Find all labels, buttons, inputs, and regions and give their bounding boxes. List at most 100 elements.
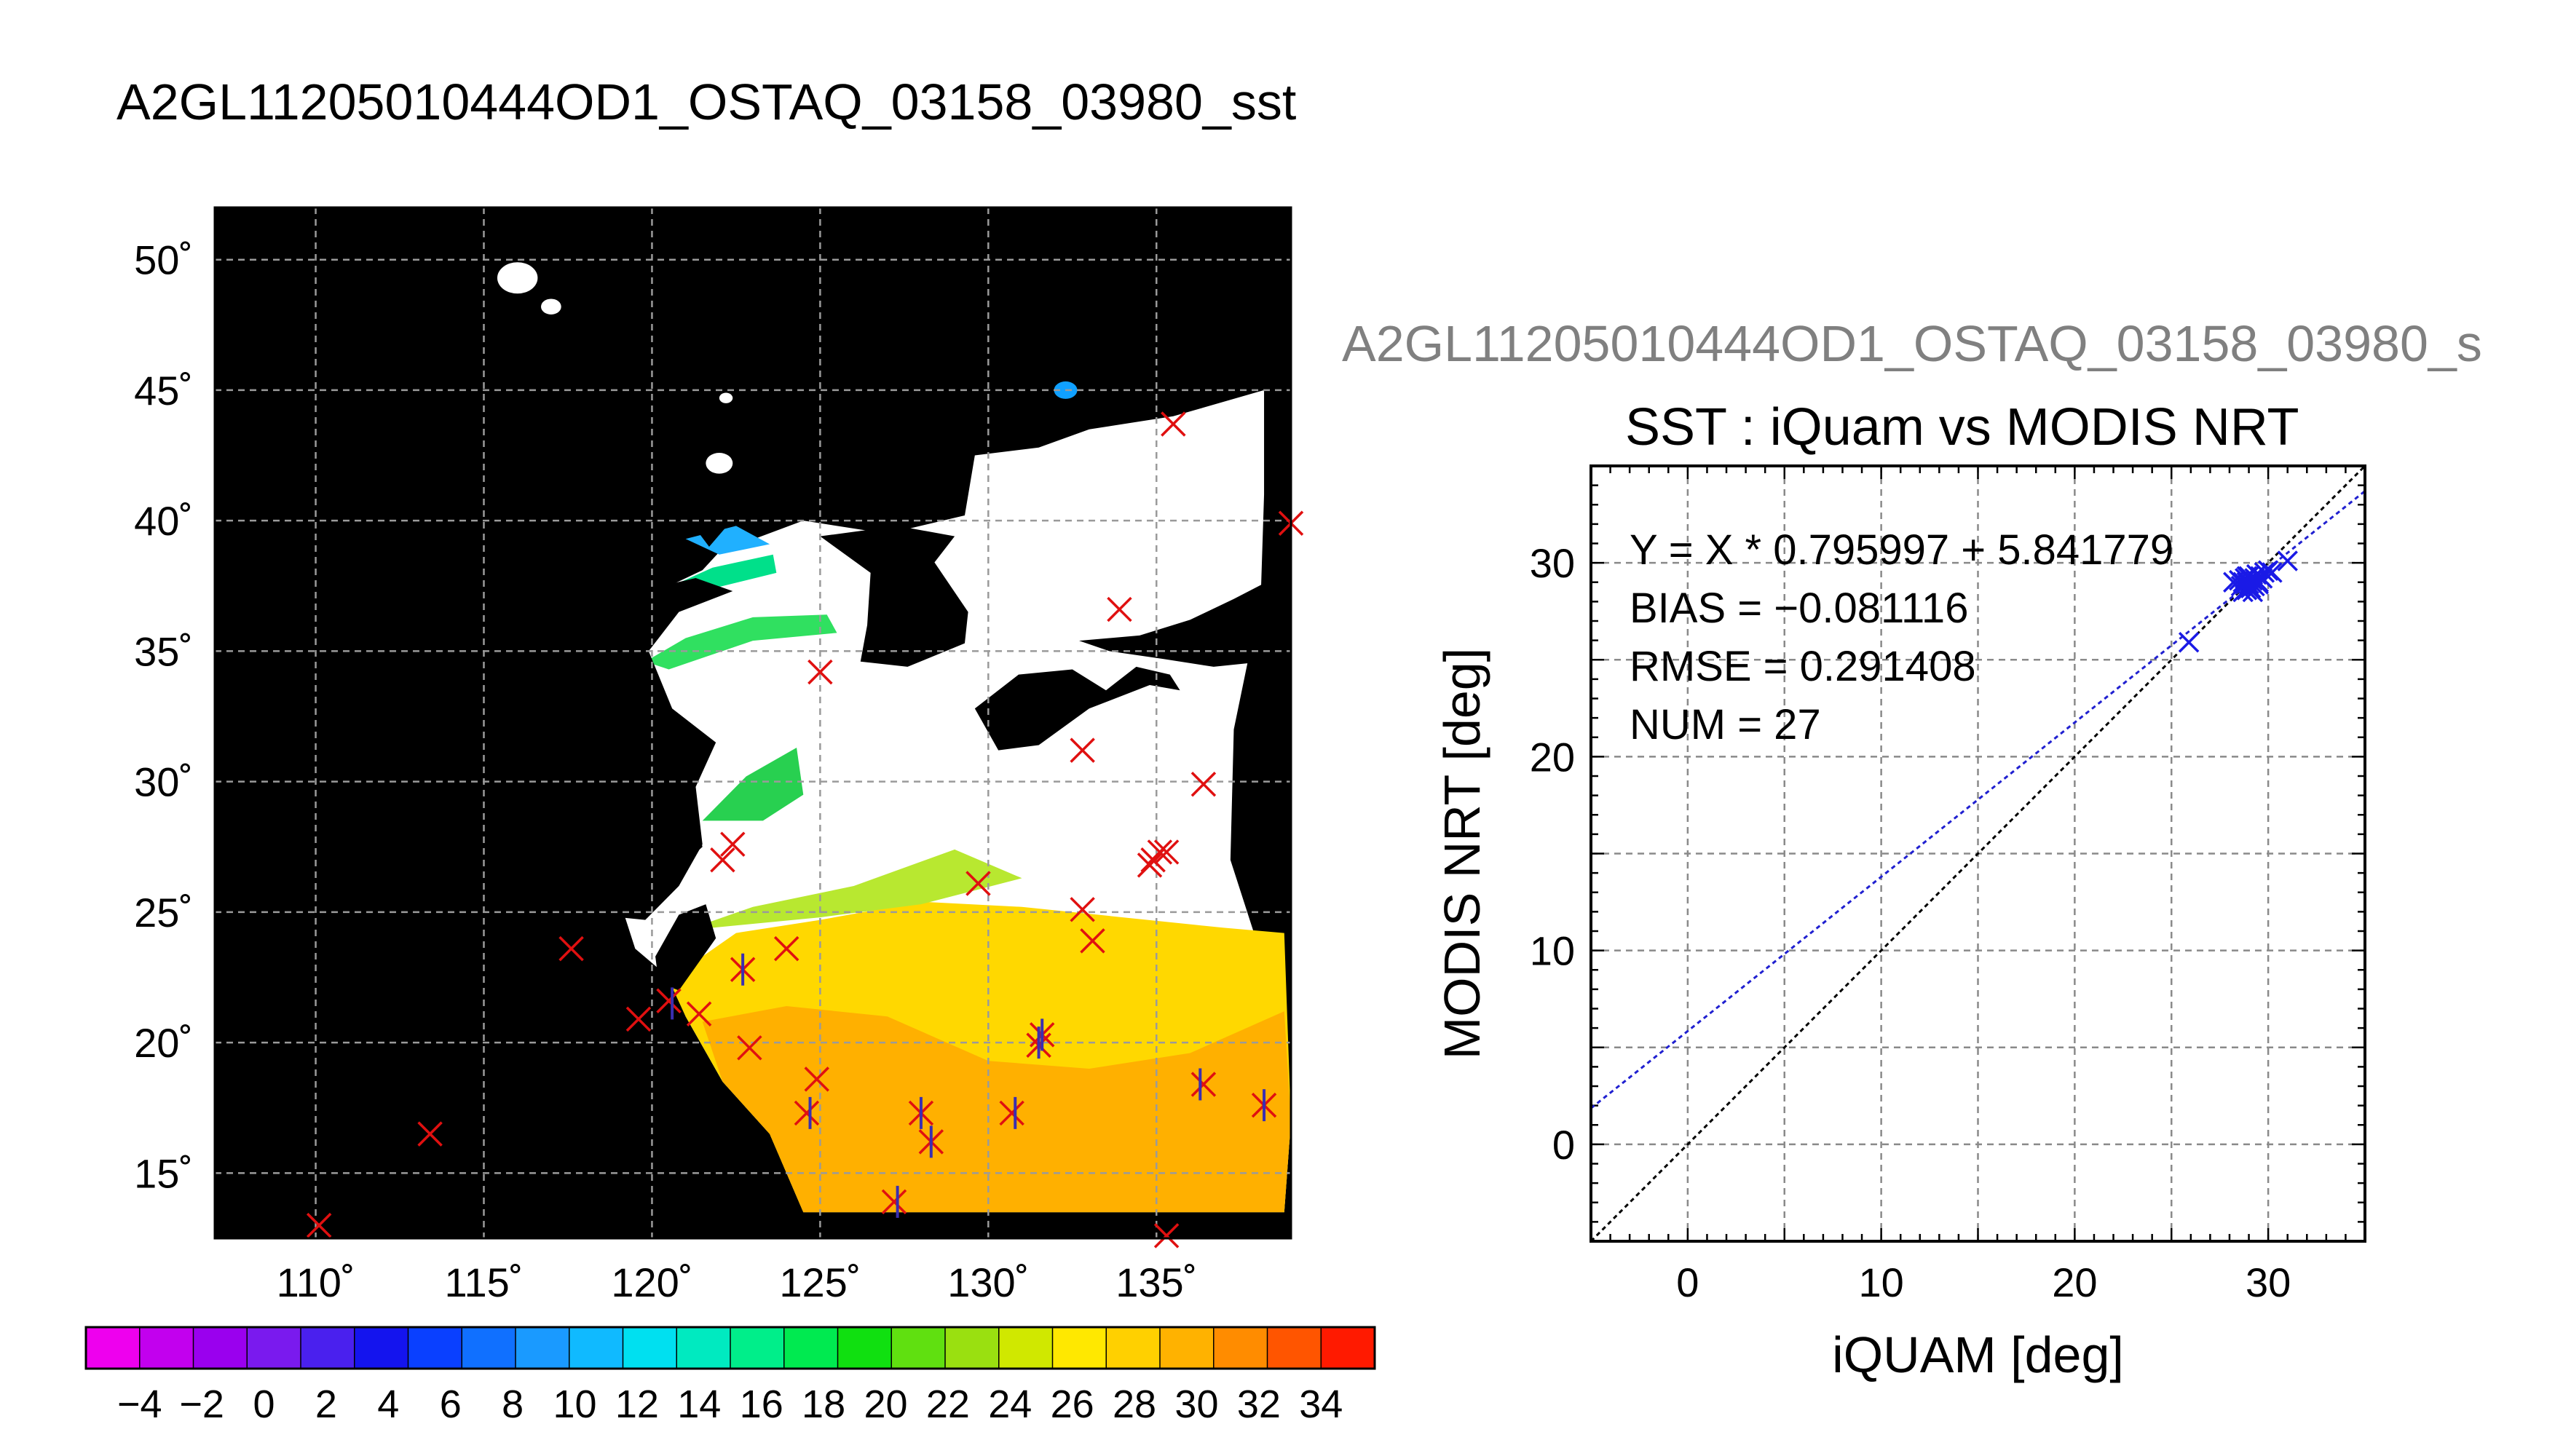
map-lat-label: 35˚: [134, 628, 193, 674]
map-swath: [497, 262, 1291, 1213]
map-lat-label: 45˚: [134, 368, 193, 414]
fit-equation-text: Y = X * 0.795997 + 5.841779: [1630, 526, 2173, 574]
scatter-y-tick-label: 10: [1530, 928, 1575, 974]
map-x-marker: [773, 935, 799, 962]
colorbar-segment: [301, 1327, 355, 1369]
map-x-marker: [1190, 772, 1217, 797]
colorbar-label: 34: [1299, 1382, 1343, 1426]
cloud-fragment: [719, 392, 733, 403]
colorbar-label: 14: [677, 1382, 721, 1426]
colorbar-segment: [1213, 1327, 1268, 1369]
map-lat-label: 50˚: [134, 237, 193, 283]
colorbar-segment: [408, 1327, 462, 1369]
colorbar-segment: [676, 1327, 731, 1369]
colorbar-segment: [837, 1327, 892, 1369]
map-x-marker: [999, 1100, 1024, 1126]
scatter-point: [2257, 560, 2279, 582]
colorbar-segment: [354, 1327, 409, 1369]
colorbar-label: 8: [502, 1382, 524, 1426]
map-lon-label: 110˚: [277, 1259, 355, 1305]
map-x-marker: [710, 847, 735, 873]
map-x-marker: [1161, 411, 1186, 437]
map-x-marker: [965, 871, 991, 896]
scatter-y-tick-label: 20: [1530, 734, 1575, 780]
map-x-marker: [1070, 737, 1095, 763]
map-x-marker: [306, 1212, 332, 1238]
map-x-marker: [1137, 852, 1163, 878]
map-lat-label: 30˚: [134, 759, 193, 805]
colorbar-segment: [247, 1327, 301, 1369]
bias-text: BIAS = −0.081116: [1630, 585, 1968, 632]
colorbar-label: 26: [1051, 1382, 1094, 1426]
map-lon-label: 120˚: [611, 1259, 692, 1305]
colorbar-label: 4: [377, 1382, 399, 1426]
scatter-chart-title: SST : iQuam vs MODIS NRT: [1625, 398, 2299, 456]
colorbar-segment: [783, 1327, 839, 1369]
colorbar-segment: [998, 1327, 1054, 1369]
colorbar-segment: [730, 1327, 785, 1369]
map-x-marker: [1190, 1072, 1217, 1097]
main-title: A2GL11205010444OD1_OSTAQ_03158_03980_sst: [117, 74, 1297, 130]
liaodong-landmass: [685, 481, 821, 547]
colorbar-segment: [1106, 1327, 1161, 1369]
scatter-x-tick-label: 20: [2052, 1259, 2097, 1305]
map-lat-label: 20˚: [134, 1020, 193, 1066]
scatter-lines: [1591, 466, 2365, 1241]
colorbar-label: 20: [864, 1382, 907, 1426]
map-x-marker: [794, 1100, 820, 1126]
map-frame: [213, 206, 1292, 1240]
identity-line: [1591, 466, 2365, 1241]
colorbar-segment: [569, 1327, 624, 1369]
colorbar-frame: [84, 1326, 1376, 1370]
cloud-fragment: [541, 298, 561, 314]
map-x-marker: [720, 831, 746, 857]
colorbar-segment: [1321, 1327, 1375, 1369]
colorbar-segment: [945, 1327, 1000, 1369]
colorbar-segment: [516, 1327, 570, 1369]
scatter-point: [2277, 550, 2298, 571]
scatter-x-axis-title: iQUAM [deg]: [1832, 1326, 2124, 1383]
scatter-point: [2246, 569, 2267, 591]
map-axis-labels: 110˚ 115˚ 120˚ 125˚ 130˚ 135˚ 15˚ 20˚ 25˚ 30˚ 35˚ 4…: [134, 206, 1292, 1305]
map-x-marker: [417, 1121, 443, 1147]
colorbar-segment: [1052, 1327, 1107, 1369]
colorbar-label: −2: [179, 1382, 224, 1426]
colorbar-segment: [139, 1327, 194, 1369]
colorbar-label: 16: [740, 1382, 783, 1426]
colorbar-segment: [623, 1327, 677, 1369]
korea-landmass: [820, 526, 968, 667]
sst-patch-yellow-sea: [645, 614, 837, 670]
sst-hot-zone: [702, 1005, 1291, 1213]
scatter-chart: 0 10 20 30 0 10 20 30 iQUAM [deg] MODIS NRT [deg]…: [1434, 464, 2366, 1383]
map-x-marker: [807, 659, 833, 685]
sst-mid-zone: [685, 849, 1022, 930]
scatter-point: [2178, 632, 2200, 653]
map-x-marker: [1107, 596, 1132, 622]
map-x-marker: [881, 1189, 907, 1215]
map-x-marker: [1070, 897, 1095, 922]
china-coast-landmass: [550, 552, 733, 920]
map-x-marker: [686, 1001, 712, 1026]
colorbar-label: 0: [253, 1382, 275, 1426]
map-lon-label: 115˚: [445, 1259, 524, 1305]
secondary-title: A2GL11205010444OD1_OSTAQ_03158_03980_s: [1342, 315, 2482, 372]
scatter-y-tick-label: 0: [1552, 1122, 1575, 1168]
map-x-marker: [1147, 839, 1173, 865]
scatter-x-tick-label: 0: [1676, 1259, 1699, 1305]
taiwan-landmass: [655, 904, 716, 991]
scatter-x-tick-label: 30: [2246, 1259, 2291, 1305]
map-x-marker: [1153, 1223, 1180, 1249]
map-lon-label: 130˚: [947, 1259, 1029, 1305]
map-grid: [215, 207, 1291, 1238]
colorbar-segment: [462, 1327, 516, 1369]
scatter-point: [2242, 581, 2264, 603]
map-x-marker: [656, 988, 682, 1014]
fit-line: [1591, 490, 2365, 1109]
colorbar-label: 6: [440, 1382, 462, 1426]
colorbar-label: 32: [1237, 1382, 1281, 1426]
map-x-marker: [558, 935, 584, 962]
scatter-y-tick-label: 30: [1530, 540, 1575, 586]
colorbar-label: 10: [553, 1382, 596, 1426]
colorbar-segment: [193, 1327, 248, 1369]
